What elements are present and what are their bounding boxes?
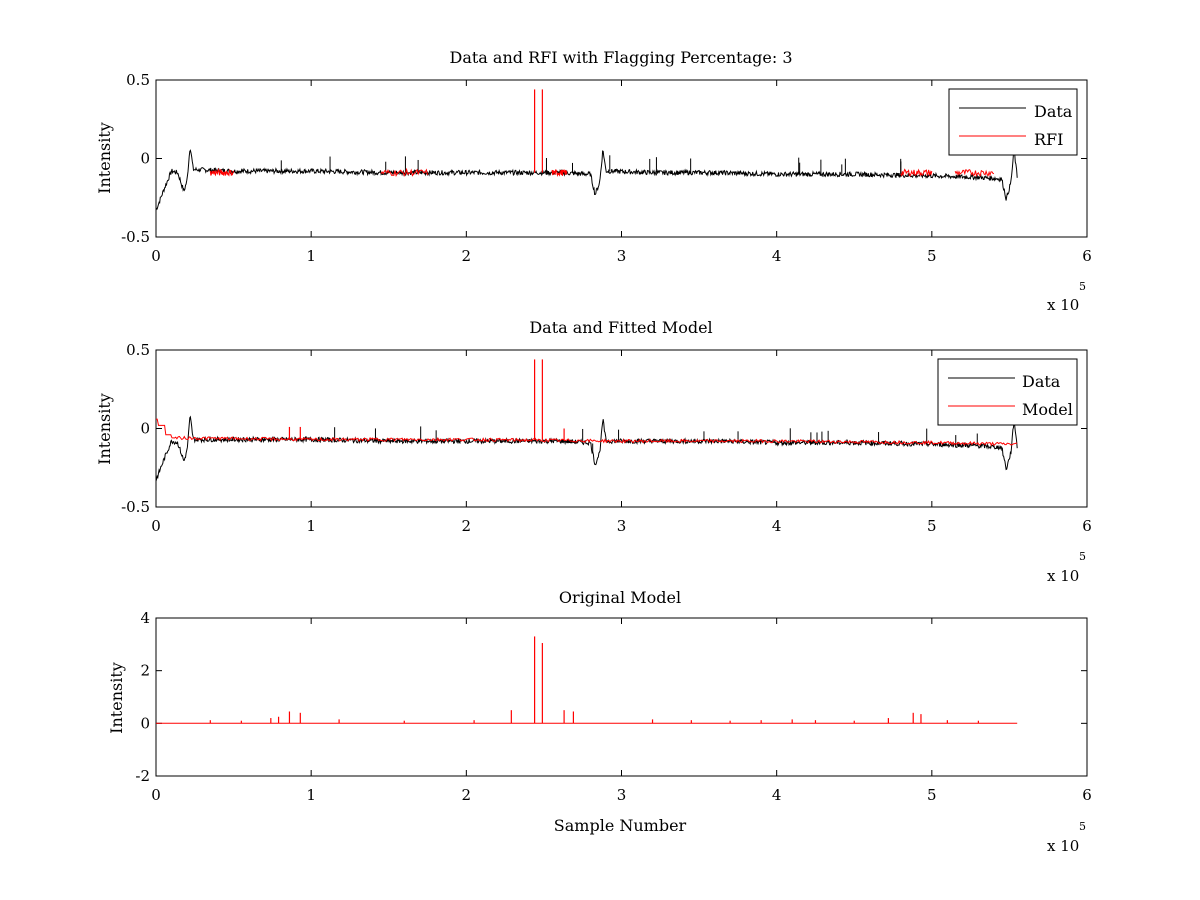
x-tick-label: 2 [462,786,472,804]
series-data-line [156,149,1018,211]
series-rfi-segment [380,167,428,177]
x-axis-multiplier: x 10 [1047,837,1079,855]
y-tick-label: 0 [140,420,150,438]
plot-area: 0 1 2 3 4 5 6-0.500.5 [121,341,1092,535]
x-axis-exponent: 5 [1079,820,1086,833]
series-layer [156,636,1018,724]
x-tick-label: 0 [151,786,161,804]
x-tick-label: 4 [772,247,782,265]
x-tick-label: 1 [306,247,316,265]
x-tick-label: 0 [151,517,161,535]
x-tick-label: 2 [462,247,472,265]
panel-title: Original Model [559,588,681,607]
x-tick-label: 0 [151,247,161,265]
y-tick-label: 0.5 [126,341,150,359]
y-axis-label: Intensity [107,662,126,734]
series-rfi-segment [209,167,235,177]
panel-original-model: Original Model Intensity Sample Number x… [107,588,1092,855]
legend-label-data: Data [1034,102,1073,121]
x-tick-label: 2 [462,517,472,535]
y-tick-label: -2 [135,767,150,785]
x-tick-label: 6 [1082,517,1092,535]
y-axis-label: Intensity [95,393,114,465]
x-tick-label: 6 [1082,247,1092,265]
x-tick-label: 5 [927,517,937,535]
plot-area: 0 1 2 3 4 5 6-0.500.5 [121,71,1092,265]
panel-title: Data and Fitted Model [529,318,712,337]
series-layer [156,359,1018,482]
y-tick-label: 0 [140,150,150,168]
legend-label-rfi: RFI [1034,130,1063,149]
x-tick-label: 1 [306,786,316,804]
y-tick-label: 0.5 [126,71,150,89]
panel-data-and-rfi: Data and RFI with Flagging Percentage: 3… [95,48,1092,314]
y-tick-label: -0.5 [121,228,150,246]
panel-data-and-fitted-model: Data and Fitted Model Intensity x 10 5 0… [95,318,1092,585]
legend-label-model: Model [1022,400,1073,419]
x-tick-label: 3 [617,517,627,535]
panel-title: Data and RFI with Flagging Percentage: 3 [449,48,792,67]
y-tick-label: 2 [140,662,150,680]
y-tick-label: -0.5 [121,498,150,516]
series-model-line [156,418,1018,447]
series-rfi-segment [551,169,568,178]
y-axis-label: Intensity [95,122,114,194]
legend-box [937,358,1078,426]
x-tick-label: 1 [306,517,316,535]
series-rfi-segment [954,169,995,177]
x-axis-label: Sample Number [554,816,687,835]
legend: Data Model [937,358,1078,426]
axes-box [155,79,1088,238]
x-axis-multiplier: x 10 [1047,296,1079,314]
x-tick-label: 5 [927,786,937,804]
series-layer [156,89,1018,211]
x-tick-label: 4 [772,786,782,804]
y-tick-label: 4 [140,609,150,627]
y-tick-label: 0 [140,714,150,732]
x-tick-label: 4 [772,517,782,535]
x-axis-multiplier: x 10 [1047,567,1079,585]
legend-label-data: Data [1022,372,1061,391]
legend-box [948,88,1078,156]
x-axis-exponent: 5 [1079,280,1086,293]
x-tick-label: 3 [617,247,627,265]
legend: Data RFI [948,88,1078,156]
x-tick-label: 5 [927,247,937,265]
x-tick-label: 6 [1082,786,1092,804]
axes-box [155,617,1088,777]
series-rfi-segment [900,168,933,178]
x-axis-exponent: 5 [1079,550,1086,563]
x-tick-label: 3 [617,786,627,804]
